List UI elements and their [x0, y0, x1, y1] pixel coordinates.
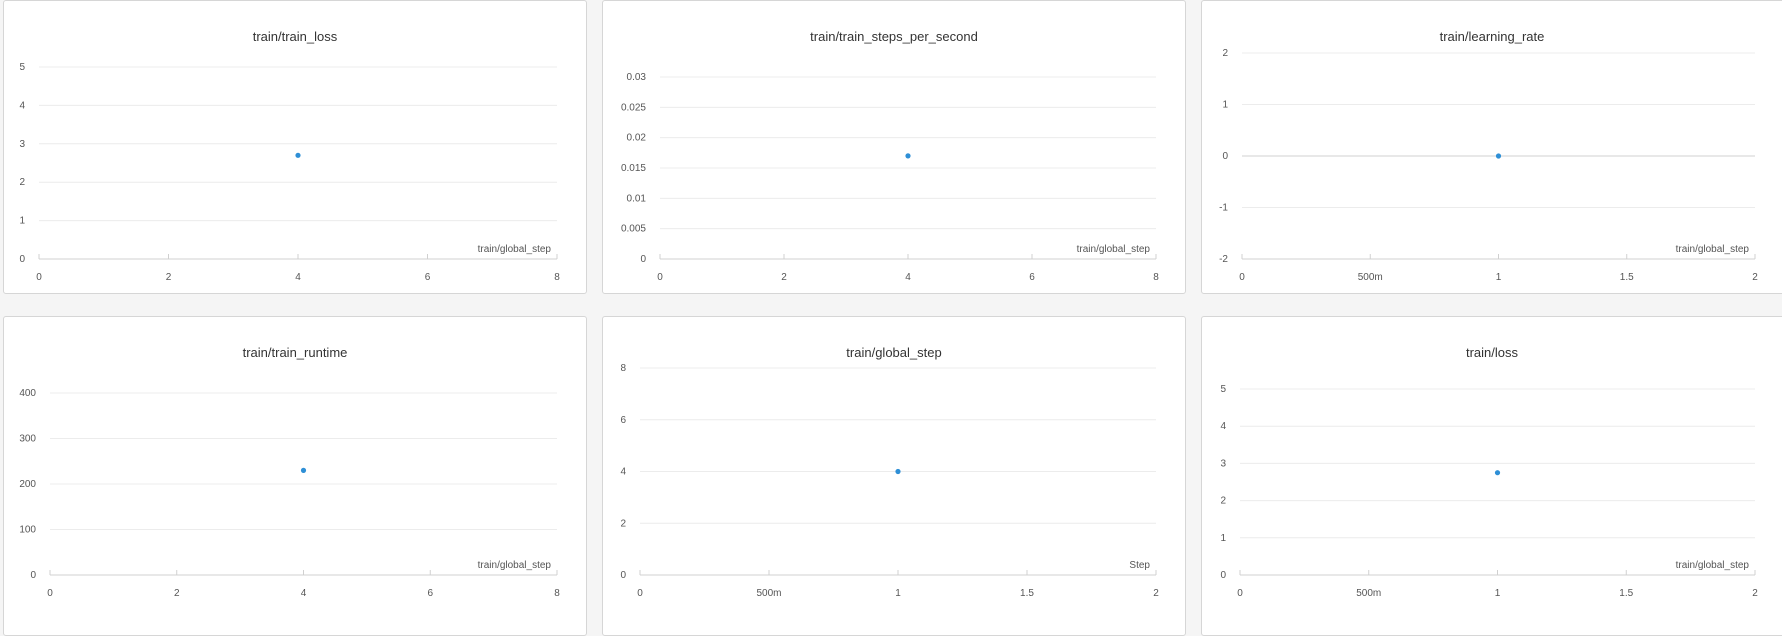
y-tick-label: 0 [640, 254, 646, 265]
y-tick-label: 5 [19, 62, 25, 73]
y-tick-label: 4 [19, 100, 25, 111]
y-tick-label: 0 [19, 254, 25, 265]
x-tick-label: 500m [1356, 588, 1381, 599]
y-tick-label: 0 [1222, 151, 1228, 162]
x-tick-label: 1.5 [1619, 588, 1633, 599]
data-point[interactable] [895, 468, 901, 475]
x-tick-label: 4 [905, 272, 911, 283]
x-tick-label: 1 [1496, 272, 1502, 283]
y-tick-label: 3 [1220, 458, 1226, 469]
chart-panel-train-steps-per-second: train/train_steps_per_second 0 0.005 0.01 0… [602, 0, 1186, 294]
y-tick-label: 4 [1220, 421, 1226, 432]
x-tick-label: 500m [756, 588, 781, 599]
chart-plot: -2 -1 0 1 2 0 500m 1 1.5 2 train/global_step [1219, 48, 1758, 283]
chart-title: train/learning_rate [1439, 29, 1545, 44]
chart-title: train/train_runtime [242, 345, 348, 360]
y-tick-label: 0.02 [627, 133, 647, 144]
x-tick-label: 2 [174, 588, 180, 599]
y-tick-label: 0 [30, 570, 36, 581]
y-tick-label: 1 [19, 216, 25, 227]
y-tick-label: 3 [19, 139, 25, 150]
x-axis-label: train/global_step [478, 244, 552, 255]
x-axis-label: train/global_step [1676, 244, 1750, 255]
x-axis-label: train/global_step [1077, 244, 1151, 255]
y-tick-label: 6 [620, 415, 626, 426]
x-tick-label: 500m [1358, 272, 1383, 283]
y-tick-label: 0.03 [627, 72, 647, 83]
x-tick-label: 2 [1752, 272, 1758, 283]
y-tick-label: 1 [1220, 533, 1226, 544]
data-point[interactable] [1495, 153, 1502, 159]
x-tick-label: 6 [1029, 272, 1035, 283]
chart-plot: 0 2 4 6 8 0 500m 1 1.5 2 Step [620, 363, 1159, 599]
y-tick-label: 0.01 [627, 193, 647, 204]
x-tick-label: 6 [427, 588, 433, 599]
y-tick-label: 0.025 [621, 102, 646, 113]
y-tick-label: 8 [620, 363, 626, 374]
y-tick-label: -2 [1219, 254, 1228, 265]
chart-panel-train-runtime: train/train_runtime 0 100 200 300 400 0 2 4 6 8 tr… [3, 316, 587, 636]
chart-title: train/loss [1465, 345, 1519, 360]
x-tick-label: 2 [1153, 588, 1159, 599]
data-point[interactable] [295, 152, 301, 158]
y-tick-label: 0 [1220, 570, 1226, 581]
chart-panel-global-step: train/global_step 0 2 4 6 8 0 500m 1 1.5 2 Step [602, 316, 1186, 636]
x-tick-label: 4 [295, 272, 301, 283]
y-tick-label: -1 [1219, 203, 1228, 214]
x-tick-label: 8 [1153, 272, 1159, 283]
x-tick-label: 0 [36, 272, 42, 283]
x-tick-label: 1.5 [1020, 588, 1034, 599]
chart-title: train/global_step [846, 345, 942, 360]
x-tick-label: 0 [637, 588, 643, 599]
chart-panel-loss: train/loss 0 1 2 3 4 5 0 500m 1 1.5 2 train/global_… [1201, 316, 1782, 636]
y-tick-label: 300 [19, 434, 36, 445]
y-tick-label: 100 [19, 525, 36, 536]
chart-plot: 0 0.005 0.01 0.015 0.02 0.025 0.03 0 2 4 6 8 train/g… [621, 72, 1159, 283]
y-tick-label: 0.005 [621, 224, 646, 235]
data-point[interactable] [300, 467, 307, 473]
y-tick-label: 2 [19, 177, 25, 188]
x-tick-label: 6 [425, 272, 431, 283]
y-tick-label: 400 [19, 388, 36, 399]
chart-plot: 0 1 2 3 4 5 0 2 4 6 8 train/global_step [19, 62, 560, 283]
x-tick-label: 0 [1239, 272, 1245, 283]
y-tick-label: 0 [620, 570, 626, 581]
data-point[interactable] [1494, 470, 1501, 476]
x-tick-label: 0 [47, 588, 53, 599]
x-axis-label: train/global_step [1676, 560, 1750, 571]
chart-plot: 0 1 2 3 4 5 0 500m 1 1.5 2 train/global_step [1220, 384, 1758, 599]
chart-title: train/train_loss [252, 29, 338, 44]
x-axis-label: Step [1129, 560, 1150, 571]
chart-panel-learning-rate: train/learning_rate -2 -1 0 1 2 0 500m 1 1.5 2 tra… [1201, 0, 1782, 294]
x-tick-label: 0 [657, 272, 663, 283]
y-tick-label: 5 [1220, 384, 1226, 395]
chart-panel-train-loss: train/train_loss 0 1 2 3 4 5 0 2 4 6 8 train/global… [3, 0, 587, 294]
y-tick-label: 1 [1222, 100, 1228, 111]
x-tick-label: 8 [554, 272, 560, 283]
y-tick-label: 2 [1222, 48, 1228, 59]
y-tick-label: 0.015 [621, 163, 646, 174]
x-axis-label: train/global_step [478, 560, 552, 571]
x-tick-label: 1.5 [1620, 272, 1634, 283]
data-point[interactable] [905, 153, 911, 159]
x-tick-label: 8 [554, 588, 560, 599]
x-tick-label: 1 [895, 588, 901, 599]
x-tick-label: 2 [781, 272, 787, 283]
y-tick-label: 4 [620, 467, 626, 478]
y-tick-label: 2 [620, 518, 626, 529]
chart-plot: 0 100 200 300 400 0 2 4 6 8 train/global_step [19, 388, 560, 599]
x-tick-label: 4 [301, 588, 307, 599]
x-tick-label: 2 [166, 272, 172, 283]
chart-title: train/train_steps_per_second [810, 29, 978, 44]
y-tick-label: 2 [1220, 496, 1226, 507]
x-tick-label: 0 [1237, 588, 1243, 599]
x-tick-label: 2 [1752, 588, 1758, 599]
y-tick-label: 200 [19, 479, 36, 490]
x-tick-label: 1 [1495, 588, 1501, 599]
